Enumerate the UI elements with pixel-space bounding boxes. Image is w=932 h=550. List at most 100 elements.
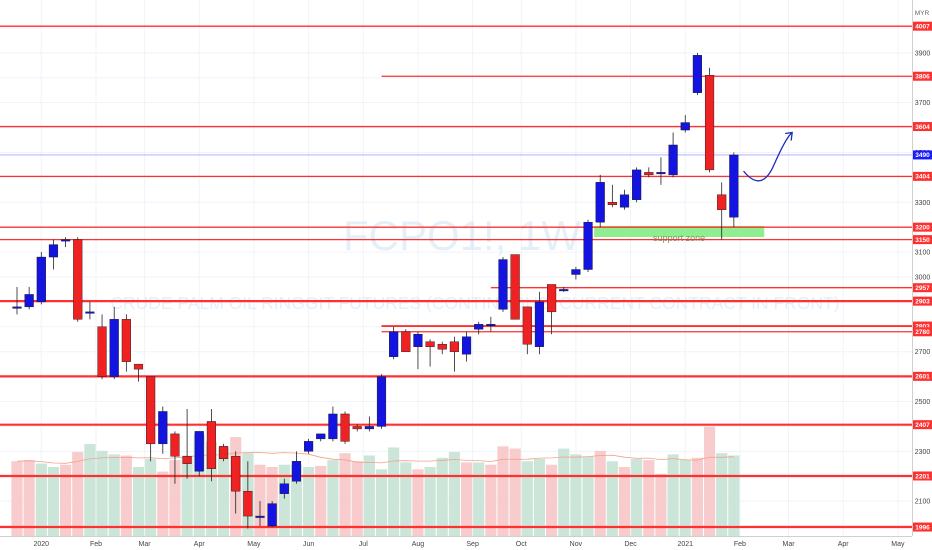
level-label-4007: 4007 xyxy=(915,23,930,30)
candle-body xyxy=(668,144,678,176)
price-tick-label: 3900 xyxy=(915,50,931,57)
candle-body xyxy=(486,324,496,327)
candle-body xyxy=(607,202,617,205)
volume-bar xyxy=(716,453,728,536)
candle-body xyxy=(231,456,241,492)
volume-bar xyxy=(679,460,691,536)
time-tick-label: Jul xyxy=(359,541,368,548)
candle-body xyxy=(437,344,447,350)
volume-bar xyxy=(594,450,606,536)
volume-bar xyxy=(606,461,618,536)
level-label-3200: 3200 xyxy=(915,224,930,231)
candle-body xyxy=(12,306,22,309)
volume-bar xyxy=(667,454,679,536)
level-tag-2903 xyxy=(913,296,932,306)
watermark: FCPO1!, 1W CRUDE PALM OIL RINGGIT FUTURE… xyxy=(110,212,839,313)
volume-ma-line xyxy=(16,452,734,464)
volume-bar xyxy=(485,464,497,536)
support-zone-label: support zone xyxy=(653,233,705,243)
level-tag-4007 xyxy=(913,21,932,31)
volume-bar xyxy=(412,469,424,536)
volume-bar xyxy=(303,467,315,536)
time-tick-label: Dec xyxy=(624,541,637,548)
volume-bar xyxy=(157,471,169,536)
candle-body xyxy=(206,421,216,469)
level-tag-2601 xyxy=(913,371,932,381)
price-tick-label: 3700 xyxy=(915,100,931,107)
candle-body xyxy=(121,319,131,362)
volume-bar xyxy=(436,457,448,536)
support-zone-rect xyxy=(594,225,765,238)
candle-body xyxy=(583,221,593,270)
volume-bar xyxy=(400,462,412,536)
price-axis-level-labels: 4007 3806 3604 3404 3200 3150 2957 2903 28032780… xyxy=(913,21,932,532)
candle-body xyxy=(547,284,557,313)
time-tick-label: Mar xyxy=(782,541,795,548)
candle-body xyxy=(510,254,520,320)
candle-body xyxy=(146,376,156,445)
candles xyxy=(12,52,739,529)
candle-body xyxy=(704,75,715,171)
candle-body xyxy=(243,490,253,517)
volume-bar xyxy=(473,462,485,536)
candle-body xyxy=(109,319,119,377)
volume-bar xyxy=(60,464,72,536)
volume-bar xyxy=(509,448,521,536)
price-tick-label: 3000 xyxy=(915,274,931,281)
horizontal-levels[interactable] xyxy=(0,25,912,529)
level-label-3806: 3806 xyxy=(915,74,930,81)
candle-body xyxy=(328,413,338,440)
level-tag-3604 xyxy=(913,122,932,132)
level-label-2957: 2957 xyxy=(915,285,930,292)
volume-bar xyxy=(278,464,290,536)
volume-bar xyxy=(23,460,35,536)
price-tick-label: 2300 xyxy=(915,449,931,456)
forecast-arrow-head xyxy=(785,131,793,141)
volume-bar xyxy=(460,462,473,536)
time-tick-label: Feb xyxy=(734,541,746,548)
level-label-2803: 2803 xyxy=(915,323,930,330)
volume-bar xyxy=(631,458,643,536)
level-tag-3200 xyxy=(913,222,932,232)
level-tag-3806 xyxy=(913,71,932,81)
time-tick-label: May xyxy=(891,541,905,548)
time-axis[interactable]: 2020 Feb Mar Apr May Jun Jul Aug Sep Oct Nov Dec 202… xyxy=(0,536,912,549)
level-tag-2957 xyxy=(913,283,932,293)
candle-body xyxy=(291,461,302,482)
volume-bar xyxy=(375,469,388,536)
candle-body xyxy=(522,306,532,345)
volume-bar xyxy=(521,461,533,536)
price-tick-label: 2500 xyxy=(915,399,931,406)
time-tick-label: Apr xyxy=(194,541,206,548)
candle-body xyxy=(279,483,289,494)
level-tag-2780 xyxy=(913,327,932,337)
volume-bar xyxy=(120,455,132,536)
volume-bar xyxy=(363,455,375,536)
candle-body xyxy=(36,256,46,303)
volume-bar xyxy=(388,447,400,536)
volume-bar xyxy=(35,463,47,536)
level-label-2780: 2780 xyxy=(915,329,930,336)
volume-bar xyxy=(533,458,546,536)
candle-body xyxy=(158,411,168,445)
level-label-3604: 3604 xyxy=(915,124,930,131)
candle-body xyxy=(194,431,204,472)
volume-bar xyxy=(145,458,157,536)
candle-body xyxy=(619,194,630,208)
volume-bar xyxy=(132,467,145,536)
watermark-name: CRUDE PALM OIL RINGGIT FUTURES (CONTINUO… xyxy=(110,293,839,313)
candle-body xyxy=(97,326,107,377)
candle-body xyxy=(644,172,654,176)
price-tick-label: 3100 xyxy=(915,250,931,257)
volume-bar xyxy=(181,455,193,536)
forecast-arrow[interactable] xyxy=(743,132,793,182)
candle-body xyxy=(182,456,192,464)
time-tick-label: Aug xyxy=(412,541,425,548)
time-tick-label: Sep xyxy=(466,541,479,548)
level-tag-3404 xyxy=(913,171,932,181)
candle-body xyxy=(85,311,95,314)
time-tick-label: Feb xyxy=(90,541,102,548)
volume-bar xyxy=(290,464,303,536)
